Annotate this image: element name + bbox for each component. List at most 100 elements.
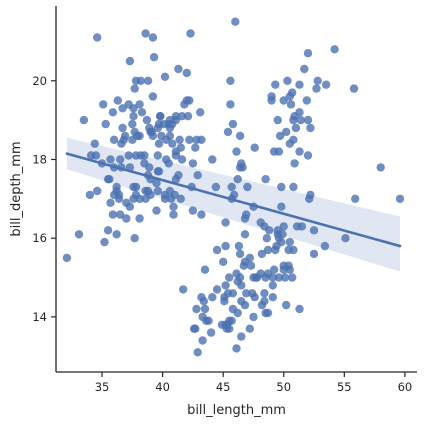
data-point — [349, 84, 359, 93]
data-point — [197, 135, 206, 144]
data-point — [140, 151, 149, 160]
data-point — [295, 304, 304, 314]
data-point — [269, 265, 279, 274]
data-point — [268, 273, 277, 282]
data-point — [261, 175, 270, 184]
data-point — [199, 297, 208, 306]
data-point — [235, 273, 245, 282]
data-point — [221, 281, 230, 290]
data-point — [174, 64, 183, 74]
y-tick-label: 18 — [32, 152, 47, 166]
data-point — [146, 190, 155, 200]
data-point — [191, 324, 200, 333]
x-tick-label: 55 — [337, 380, 352, 394]
data-point — [312, 84, 321, 93]
data-point — [243, 182, 252, 192]
data-point — [122, 214, 131, 223]
ticks-layer: 35 40 45 50 55 60 14 16 18 20 — [32, 74, 412, 394]
data-point — [93, 186, 102, 196]
data-point — [91, 151, 101, 160]
data-point — [232, 344, 241, 353]
data-point — [114, 190, 124, 200]
data-point — [225, 324, 234, 333]
data-point — [260, 297, 269, 306]
data-point — [148, 131, 158, 141]
data-point — [106, 198, 115, 207]
data-point — [186, 29, 195, 38]
data-point — [179, 285, 188, 294]
data-point — [74, 230, 84, 239]
data-point — [192, 304, 201, 314]
data-point — [153, 186, 162, 196]
x-axis-label: bill_length_mm — [187, 403, 286, 418]
data-point — [237, 281, 246, 290]
data-point — [174, 171, 183, 180]
data-point — [290, 159, 299, 168]
data-point — [274, 273, 284, 282]
data-points-layer — [62, 17, 405, 357]
data-point — [152, 206, 161, 215]
data-point — [197, 210, 206, 219]
data-point — [275, 131, 285, 141]
data-point — [79, 115, 89, 125]
data-point — [268, 293, 277, 302]
x-tick-label: 60 — [398, 380, 413, 394]
data-point — [135, 100, 144, 109]
data-point — [277, 202, 286, 211]
x-tick-label: 45 — [216, 380, 231, 394]
data-point — [99, 100, 108, 109]
data-point — [279, 222, 288, 231]
data-point — [240, 230, 250, 239]
data-point — [280, 273, 290, 282]
y-tick-label: 20 — [32, 74, 47, 88]
data-point — [283, 76, 292, 86]
data-point — [169, 210, 178, 219]
y-tick-label: 14 — [32, 310, 47, 324]
data-point — [226, 76, 235, 86]
data-point — [238, 163, 247, 172]
data-point — [233, 175, 242, 184]
data-point — [278, 230, 287, 239]
data-point — [156, 112, 165, 121]
data-point — [221, 241, 230, 251]
data-point — [177, 155, 187, 164]
data-point — [130, 84, 139, 93]
data-point — [257, 249, 267, 259]
data-point — [260, 289, 269, 298]
data-point — [108, 210, 118, 219]
y-axis-label: bill_depth_mm — [9, 141, 24, 236]
data-point — [165, 131, 175, 141]
data-point — [153, 151, 162, 160]
data-point — [297, 222, 307, 231]
data-point — [295, 108, 304, 117]
data-point — [196, 108, 205, 117]
data-point — [141, 29, 150, 38]
data-point — [125, 56, 135, 66]
data-point — [113, 96, 123, 105]
data-point — [226, 100, 235, 109]
data-point — [100, 237, 109, 247]
data-point — [149, 53, 159, 62]
axes-layer — [55, 6, 417, 373]
data-point — [188, 206, 198, 215]
data-point — [112, 230, 121, 239]
data-point — [164, 159, 173, 168]
data-point — [282, 300, 291, 310]
data-point — [208, 155, 217, 164]
data-point — [227, 182, 236, 192]
data-point — [229, 190, 239, 200]
data-point — [135, 194, 144, 203]
y-tick-label: 16 — [32, 231, 47, 245]
data-point — [262, 234, 271, 243]
regression-line-layer — [65, 152, 402, 248]
data-point — [285, 237, 294, 247]
data-point — [223, 127, 233, 137]
data-point — [250, 143, 259, 152]
data-point — [321, 80, 331, 89]
x-tick-label: 50 — [276, 380, 291, 394]
data-point — [130, 234, 139, 243]
data-point — [296, 115, 305, 125]
data-point — [303, 151, 313, 160]
data-point — [376, 163, 385, 172]
data-point — [263, 308, 273, 318]
